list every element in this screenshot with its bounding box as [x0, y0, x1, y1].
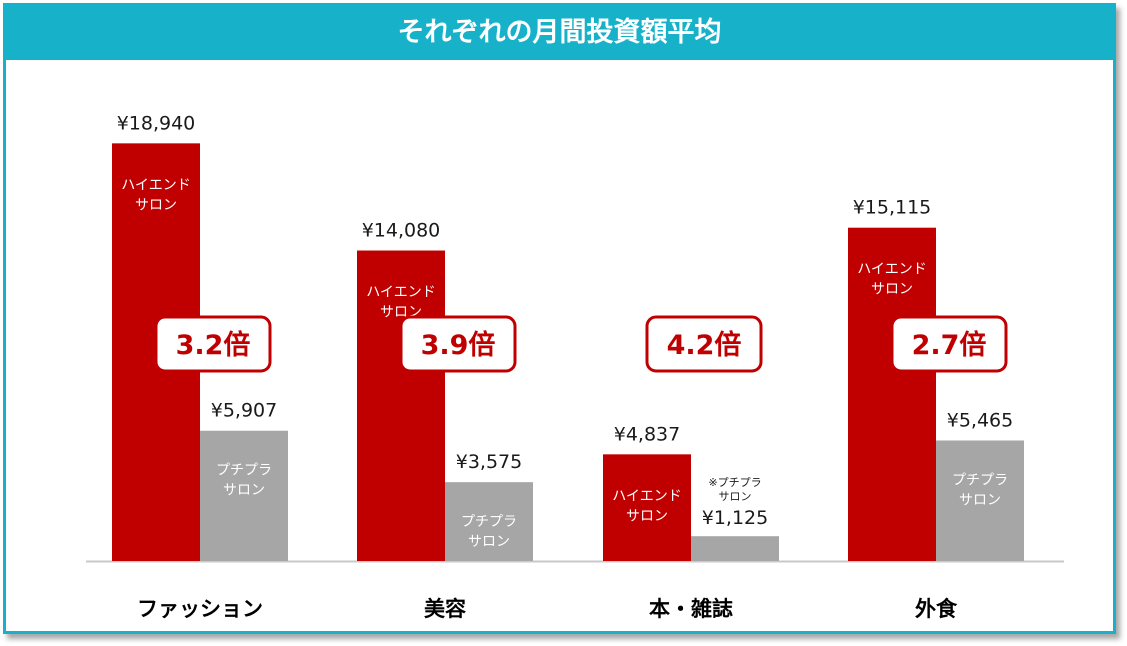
chart-title: それぞれの月間投資額平均 [6, 6, 1113, 60]
value-label: ¥5,907 [211, 400, 277, 422]
value-label: ¥1,125 [702, 507, 768, 529]
bar-high-end [848, 227, 936, 561]
ratio-badge [890, 315, 1008, 373]
ratio-badge [399, 315, 517, 373]
category-label: 外食 [915, 597, 958, 621]
bar-chart: ¥18,940ハイエンドサロン¥5,907プチプラサロンファッション3.2倍¥1… [86, 112, 1064, 621]
bar-series-note: サロン [719, 490, 752, 503]
bar-series-label: サロン [135, 197, 177, 213]
bar-petit-price [936, 440, 1024, 561]
bar-series-label: ハイエンド [366, 285, 436, 301]
category-label: ファッション [137, 597, 263, 621]
ratio-badge [154, 315, 272, 373]
bar-high-end [603, 454, 691, 561]
category-label: 美容 [424, 597, 466, 621]
value-label: ¥15,115 [853, 197, 932, 219]
bar-series-label: サロン [871, 282, 913, 298]
bar-high-end [357, 250, 445, 561]
ratio-label: 3.2倍 [176, 329, 251, 361]
bar-series-label: ハイエンド [121, 177, 191, 193]
value-label: ¥3,575 [456, 451, 522, 473]
ratio-label: 4.2倍 [667, 329, 742, 361]
bar-series-label: サロン [468, 534, 510, 550]
value-label: ¥18,940 [117, 112, 196, 134]
bar-series-note: ※プチプラ [708, 476, 761, 489]
chart-frame: それぞれの月間投資額平均 ¥18,940 ハイエンド サロン ¥5,907 プチプラ サロ… [3, 3, 1116, 634]
value-label: ¥14,080 [362, 220, 441, 242]
ratio-badge [645, 315, 763, 373]
bar-series-label: サロン [626, 508, 668, 524]
bar-series-label: ハイエンド [612, 488, 682, 504]
value-label: ¥4,837 [614, 423, 680, 445]
bar-petit-price [445, 482, 533, 561]
value-label: ¥5,465 [947, 409, 1013, 431]
bar-petit-price [691, 536, 779, 561]
bar-series-label: ハイエンド [857, 262, 927, 278]
bar-series-label: プチプラ [952, 472, 1008, 488]
ratio-label: 2.7倍 [912, 329, 987, 361]
bar-petit-price [200, 430, 288, 561]
bar-series-label: プチプラ [216, 463, 272, 479]
category-label: 本・雑誌 [649, 597, 733, 621]
bar-series-label: プチプラ [461, 514, 517, 530]
bar-series-label: サロン [959, 492, 1001, 508]
bar-series-label: サロン [223, 483, 265, 499]
ratio-label: 3.9倍 [421, 329, 496, 361]
